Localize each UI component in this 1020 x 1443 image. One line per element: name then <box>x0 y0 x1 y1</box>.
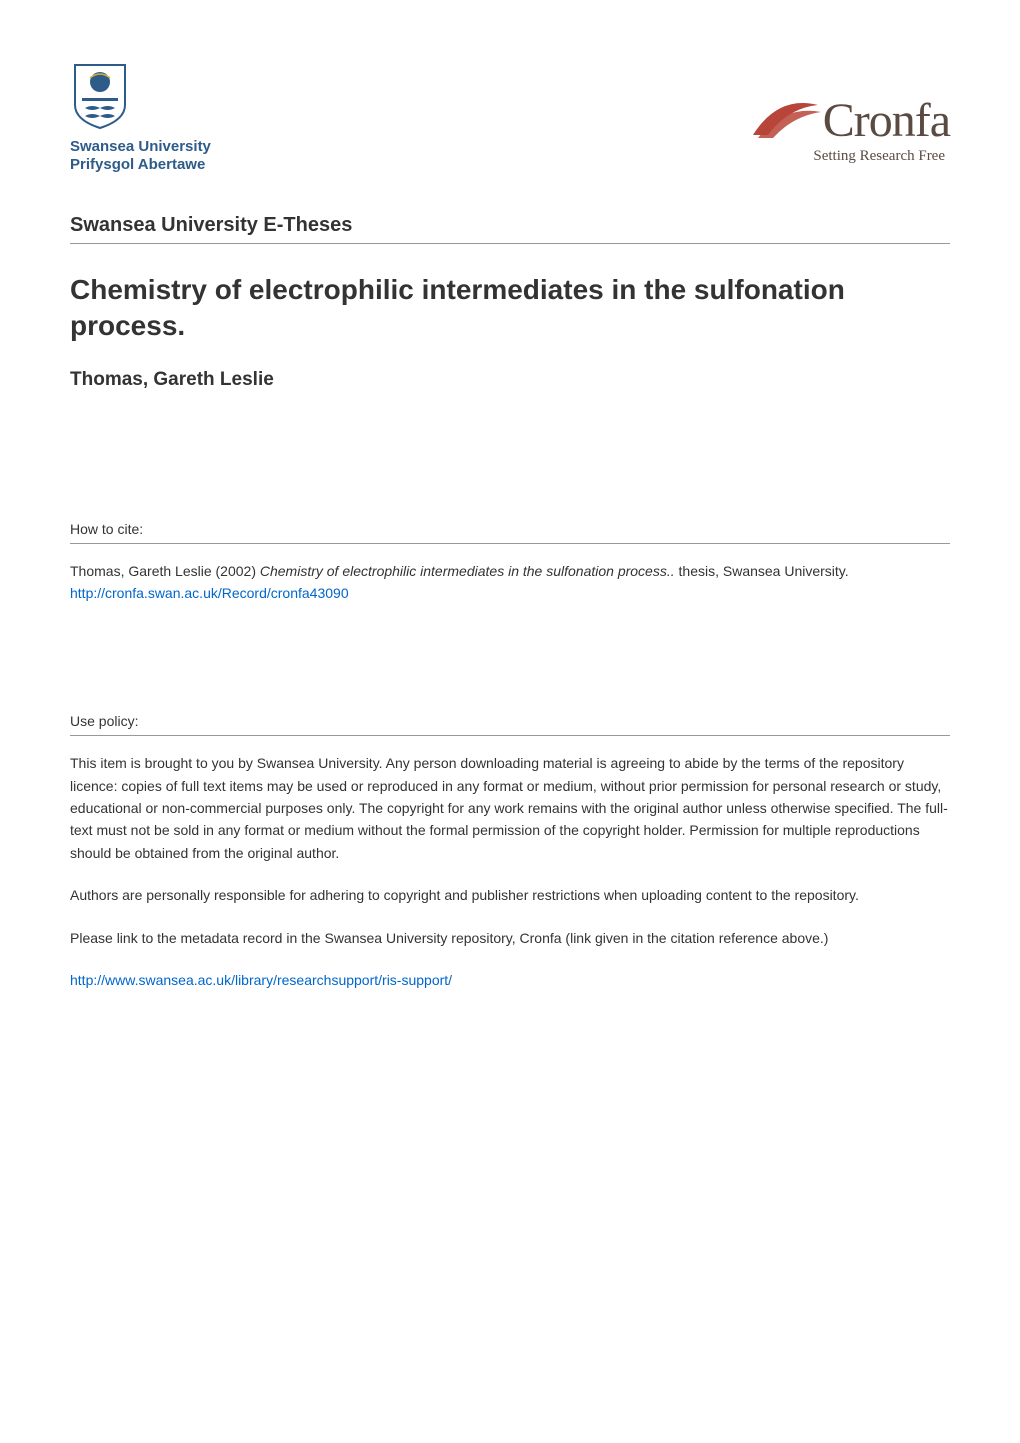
divider <box>70 735 950 736</box>
paper-title: Chemistry of electrophilic intermediates… <box>70 272 950 345</box>
usepolicy-para2: Authors are personally responsible for a… <box>70 884 950 906</box>
citation-title: Chemistry of electrophilic intermediates… <box>260 563 675 579</box>
header: Swansea University Prifysgol Abertawe Cr… <box>70 60 950 174</box>
usepolicy-para1: This item is brought to you by Swansea U… <box>70 752 950 864</box>
divider <box>70 543 950 544</box>
citation-block: Thomas, Gareth Leslie (2002) Chemistry o… <box>70 560 950 603</box>
citation-link[interactable]: http://cronfa.swan.ac.uk/Record/cronfa43… <box>70 585 349 601</box>
paper-author: Thomas, Gareth Leslie <box>70 369 950 391</box>
usepolicy-para3: Please link to the metadata record in th… <box>70 927 950 949</box>
citation-suffix: thesis, Swansea University. <box>679 563 849 579</box>
cronfa-text: Cronfa <box>823 93 950 148</box>
usepolicy-label: Use policy: <box>70 713 950 729</box>
divider <box>70 243 950 244</box>
cronfa-wordmark: Cronfa <box>743 90 950 150</box>
howtocite-label: How to cite: <box>70 521 950 537</box>
etheses-heading: Swansea University E-Theses <box>70 214 950 237</box>
citation-year: (2002) <box>216 563 256 579</box>
university-name-cy: Prifysgol Abertawe <box>70 156 205 174</box>
university-logo: Swansea University Prifysgol Abertawe <box>70 60 211 174</box>
cronfa-swoosh-icon <box>743 90 823 150</box>
cronfa-tagline: Setting Research Free <box>813 148 945 165</box>
usepolicy-link[interactable]: http://www.swansea.ac.uk/library/researc… <box>70 972 452 988</box>
citation-author: Thomas, Gareth Leslie <box>70 563 212 579</box>
citation-text: Thomas, Gareth Leslie (2002) Chemistry o… <box>70 560 950 582</box>
cronfa-logo: Cronfa Setting Research Free <box>743 90 950 165</box>
university-name-en: Swansea University <box>70 138 211 156</box>
university-crest-icon <box>70 60 130 130</box>
